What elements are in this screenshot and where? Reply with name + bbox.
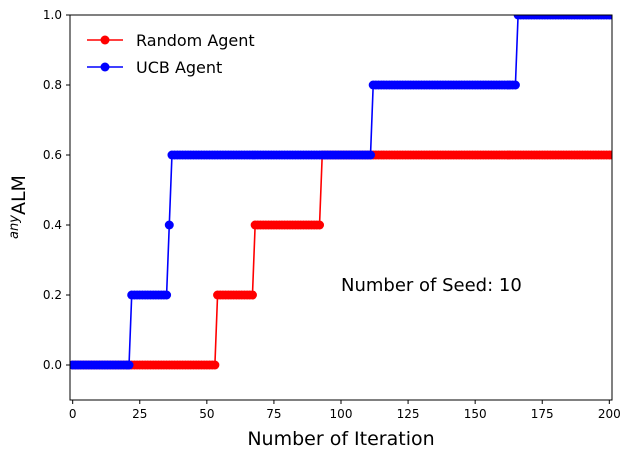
series-layer bbox=[70, 15, 612, 370]
y-axis-label: anyALM bbox=[7, 175, 30, 239]
x-tick-label: 75 bbox=[266, 407, 281, 421]
legend-label-ucb-agent: UCB Agent bbox=[136, 58, 222, 77]
y-tick-label: 0.8 bbox=[43, 78, 62, 92]
y-tick-label: 0.6 bbox=[43, 148, 62, 162]
series-ucb-agent bbox=[70, 15, 612, 370]
y-axis-label-superscript: any bbox=[7, 215, 22, 239]
data-point-ucb-agent bbox=[164, 220, 174, 230]
x-tick-label: 125 bbox=[397, 407, 420, 421]
legend: Random Agent UCB Agent bbox=[87, 31, 255, 77]
data-point-ucb-agent bbox=[366, 150, 376, 160]
legend-label-random-agent: Random Agent bbox=[136, 31, 255, 50]
y-axis-label-main: ALM bbox=[8, 175, 30, 215]
legend-marker-random-agent bbox=[100, 35, 110, 45]
x-tick-label: 25 bbox=[132, 407, 147, 421]
data-point-ucb-agent bbox=[607, 15, 612, 20]
data-point-random-agent bbox=[315, 220, 325, 230]
x-axis-label: Number of Iteration bbox=[247, 428, 434, 450]
data-point-ucb-agent bbox=[510, 80, 520, 90]
y-tick-label: 0.2 bbox=[43, 288, 62, 302]
ticks-layer: 0 25 50 75 100 125 150 175 200 0.0 0.2 0.4 0.6 0.8 1.0 bbox=[43, 8, 621, 421]
legend-item-ucb-agent: UCB Agent bbox=[87, 58, 222, 77]
y-tick-label: 0.0 bbox=[43, 358, 62, 372]
svg-text:anyALM: anyALM bbox=[7, 175, 30, 239]
x-tick-label: 175 bbox=[531, 407, 554, 421]
data-point-random-agent bbox=[607, 150, 612, 160]
data-point-random-agent bbox=[210, 360, 220, 370]
data-point-random-agent bbox=[247, 290, 257, 300]
x-tick-label: 150 bbox=[464, 407, 487, 421]
y-tick-label: 0.4 bbox=[43, 218, 62, 232]
x-tick-label: 50 bbox=[199, 407, 214, 421]
series-line-random-agent bbox=[72, 154, 612, 366]
annotation-seed-count: Number of Seed: 10 bbox=[341, 275, 522, 296]
x-tick-label: 200 bbox=[598, 407, 621, 421]
legend-item-random-agent: Random Agent bbox=[87, 31, 255, 50]
series-random-agent bbox=[70, 150, 612, 370]
x-tick-label: 100 bbox=[330, 407, 353, 421]
data-point-ucb-agent bbox=[162, 290, 172, 300]
x-tick-label: 0 bbox=[69, 407, 77, 421]
y-tick-label: 1.0 bbox=[43, 8, 62, 22]
data-point-ucb-agent bbox=[124, 360, 134, 370]
legend-marker-ucb-agent bbox=[100, 62, 110, 72]
